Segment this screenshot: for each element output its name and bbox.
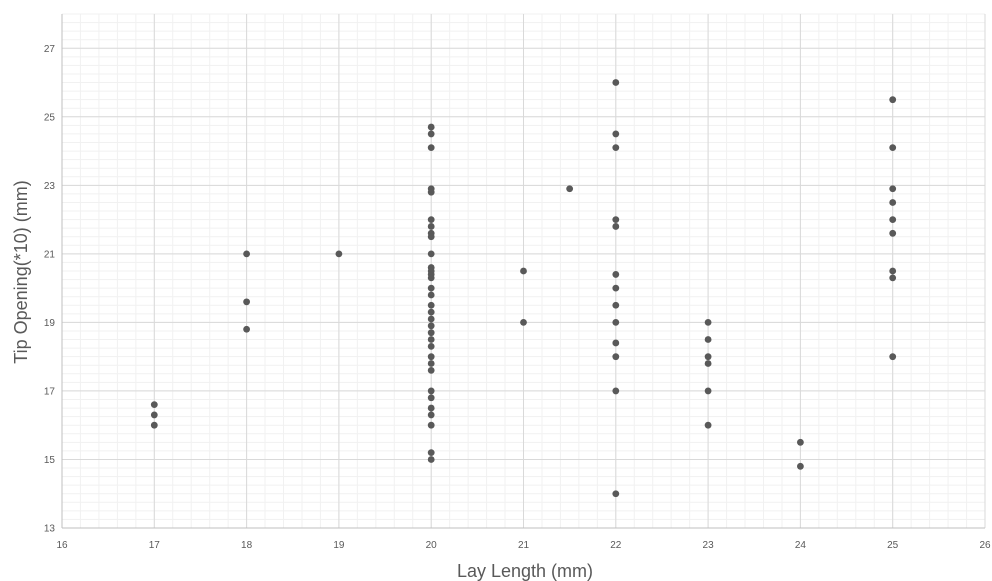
data-point <box>243 298 251 306</box>
data-point <box>335 250 343 258</box>
data-point <box>427 301 435 309</box>
data-point <box>612 79 620 86</box>
data-point <box>243 250 251 258</box>
data-point <box>427 250 435 258</box>
data-point <box>612 490 620 498</box>
data-point <box>427 233 435 241</box>
data-point <box>889 216 897 224</box>
data-point <box>427 216 435 224</box>
data-point <box>889 185 897 193</box>
data-point <box>612 216 620 224</box>
data-point <box>612 271 620 278</box>
data-point <box>612 284 620 292</box>
data-point <box>427 366 435 374</box>
data-point <box>704 421 712 429</box>
axes <box>61 14 985 529</box>
data-point <box>427 404 435 412</box>
y-tick-label: 21 <box>44 249 56 260</box>
data-point <box>427 342 435 350</box>
x-tick-label: 26 <box>979 540 991 551</box>
data-point <box>427 274 435 282</box>
x-tick-label: 18 <box>241 540 253 551</box>
data-point <box>427 123 435 131</box>
data-point <box>889 267 897 275</box>
data-point <box>427 387 435 395</box>
data-point <box>566 185 574 193</box>
data-point <box>427 411 435 419</box>
x-tick-label: 16 <box>56 540 68 551</box>
data-point <box>427 315 435 323</box>
data-point <box>889 353 897 361</box>
data-point <box>704 336 712 343</box>
data-point <box>612 319 620 326</box>
data-point <box>427 336 435 343</box>
data-point <box>704 319 712 326</box>
x-axis-title: Lay Length (mm) <box>457 561 593 581</box>
data-point <box>427 130 435 138</box>
data-point <box>427 308 435 316</box>
data-point <box>427 421 435 429</box>
data-point <box>797 462 804 470</box>
data-points <box>150 79 897 498</box>
y-tick-label: 19 <box>44 318 56 329</box>
data-point <box>427 188 435 196</box>
data-point <box>427 223 435 230</box>
data-point <box>427 322 435 330</box>
data-point <box>243 325 251 333</box>
data-point <box>704 353 712 361</box>
y-tick-labels: 13 15 17 19 21 23 25 27 <box>44 44 56 535</box>
data-point <box>612 339 620 347</box>
data-point <box>612 130 620 138</box>
data-point <box>427 456 435 463</box>
y-tick-label: 25 <box>44 112 56 123</box>
data-point <box>797 438 804 446</box>
data-point <box>427 360 435 367</box>
y-tick-label: 15 <box>44 455 56 466</box>
x-tick-label: 25 <box>887 540 899 551</box>
data-point <box>427 329 435 337</box>
y-tick-label: 23 <box>44 181 56 192</box>
y-tick-label: 13 <box>44 524 56 535</box>
x-tick-label: 24 <box>795 540 807 551</box>
data-point <box>612 353 620 361</box>
data-point <box>612 223 620 230</box>
data-point <box>889 274 897 282</box>
x-tick-label: 23 <box>703 540 715 551</box>
data-point <box>612 387 620 395</box>
data-point <box>150 421 158 429</box>
x-tick-label: 20 <box>426 540 438 551</box>
data-point <box>427 144 435 152</box>
data-point <box>889 229 897 237</box>
data-point <box>612 301 620 309</box>
data-point <box>704 360 712 367</box>
data-point <box>889 199 897 206</box>
data-point <box>520 319 527 326</box>
data-point <box>889 144 897 152</box>
x-tick-label: 21 <box>518 540 530 551</box>
data-point <box>150 401 158 409</box>
y-axis-title: Tip Opening(*10) (mm) <box>11 180 31 363</box>
data-point <box>427 449 435 457</box>
data-point <box>704 387 712 395</box>
data-point <box>520 267 527 275</box>
data-point <box>150 411 158 419</box>
data-point <box>427 284 435 292</box>
x-tick-label: 19 <box>333 540 345 551</box>
x-tick-label: 17 <box>149 540 161 551</box>
y-tick-label: 27 <box>44 44 56 55</box>
y-tick-label: 17 <box>44 386 56 397</box>
data-point <box>612 144 620 152</box>
x-tick-label: 22 <box>610 540 622 551</box>
data-point <box>427 353 435 361</box>
data-point <box>889 96 897 104</box>
x-tick-labels: 16 17 18 19 20 21 22 23 24 25 26 <box>56 540 991 551</box>
data-point <box>427 291 435 299</box>
data-point <box>427 394 435 402</box>
